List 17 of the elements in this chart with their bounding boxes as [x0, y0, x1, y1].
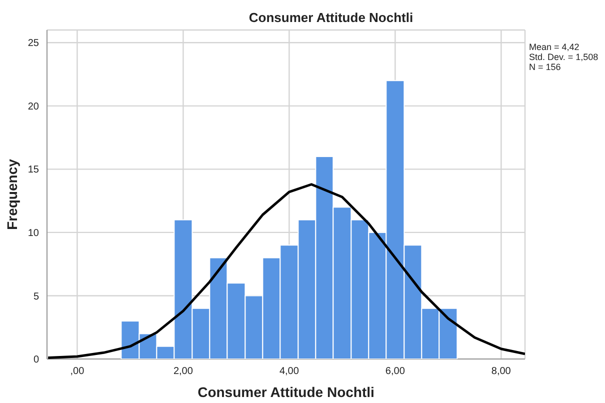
- y-tick-label: 25: [28, 38, 40, 50]
- x-tick-label: 2,00: [173, 366, 194, 378]
- x-tick-label: 8,00: [491, 366, 512, 378]
- y-tick-label: 15: [28, 164, 40, 176]
- x-tick-label: 4,00: [279, 366, 300, 378]
- chart-title: Consumer Attitude Nochtli: [248, 10, 414, 25]
- text: N = 156: [529, 62, 561, 72]
- y-tick-label: 20: [28, 101, 40, 112]
- x-axis-title: Consumer Attitude Nochtli: [198, 384, 374, 400]
- y-tick-label: 5: [33, 291, 40, 302]
- text: Mean = 4,42: [529, 42, 580, 52]
- x-tick-label: ,00: [70, 366, 85, 378]
- y-axis-title: Frequency: [4, 158, 20, 230]
- y-tick-label: 0: [33, 354, 40, 366]
- y-tick-label: 10: [28, 228, 40, 240]
- x-tick-label: 6,00: [385, 366, 406, 378]
- text: Std. Dev. = 1,508: [529, 52, 598, 62]
